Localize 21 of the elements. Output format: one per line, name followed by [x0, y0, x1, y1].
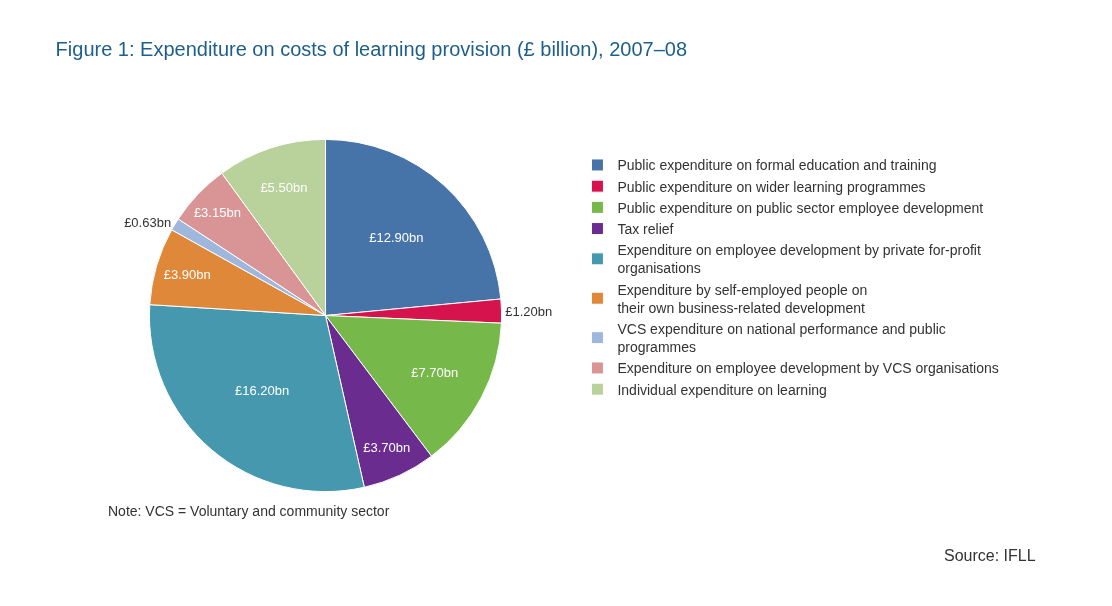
data-label: £3.15bn: [193, 205, 241, 221]
legend-label: Individual expenditure on learning: [617, 381, 827, 398]
data-label: £12.90bn: [369, 230, 424, 246]
legend-label: Public expenditure on wider learning programmes: [617, 178, 926, 195]
data-label: £5.50bn: [260, 180, 308, 196]
source-note: Source: IFLL: [944, 547, 1036, 564]
data-label: £0.63bn: [124, 214, 172, 230]
legend-label: Tax relief: [617, 221, 674, 238]
legend-label: Expenditure on employee development by private for-profit organisations: [617, 242, 981, 277]
legend-label: Public expenditure on public sector employee development: [617, 199, 984, 216]
data-label: £3.70bn: [363, 440, 411, 456]
legend-label: VCS expenditure on national performance and public programmes: [617, 321, 946, 356]
legend-label: Public expenditure on formal education and training: [617, 157, 937, 174]
data-label: £7.70bn: [411, 365, 459, 381]
text: Note: VCS = Voluntary and community sector: [108, 503, 390, 519]
legend-label: Expenditure on employee development by VCS organisations: [617, 360, 999, 377]
data-label: £16.20bn: [234, 382, 290, 398]
chart-title: Figure 1: Expenditure on costs of learning provision (£ billion), 2007–08: [55, 38, 688, 61]
legend-label: Expenditure by self-employed people on their own business-related development: [617, 281, 868, 316]
data-label: £1.20bn: [505, 303, 553, 319]
data-label: £3.90bn: [163, 267, 211, 283]
